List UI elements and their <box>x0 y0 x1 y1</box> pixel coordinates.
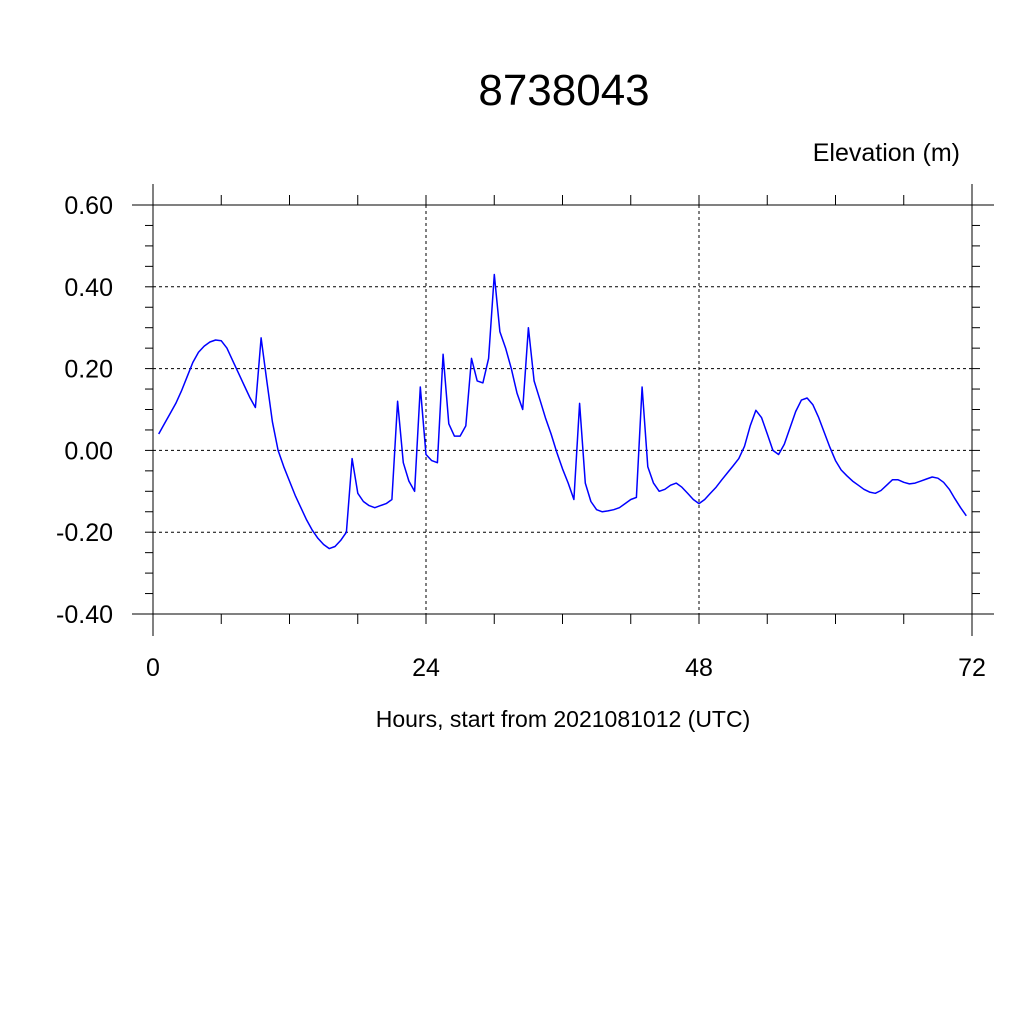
y-axis-label: Elevation (m) <box>812 139 960 167</box>
tick-labels: 0.60 0.40 0.20 0.00 -0.20 -0.40 0 24 48 72 <box>56 192 986 682</box>
y-tick-label: 0.40 <box>64 274 113 302</box>
y-tick-label: -0.20 <box>56 519 113 547</box>
x-tick-label: 72 <box>958 654 986 682</box>
x-tick-label: 48 <box>685 654 713 682</box>
x-tick-label: 24 <box>412 654 440 682</box>
grid-lines <box>152 204 973 615</box>
chart-title: 8738043 <box>478 66 650 115</box>
y-tick-label: 0.20 <box>64 356 113 384</box>
series-group <box>158 273 967 550</box>
x-tick-label: 0 <box>146 654 160 682</box>
elevation-series-line <box>158 273 967 550</box>
y-tick-label: -0.40 <box>56 601 113 629</box>
axes <box>132 184 994 636</box>
x-axis-label: Hours, start from 2021081012 (UTC) <box>375 706 751 732</box>
y-tick-label: 0.00 <box>64 437 113 465</box>
y-tick-label: 0.60 <box>64 192 113 220</box>
